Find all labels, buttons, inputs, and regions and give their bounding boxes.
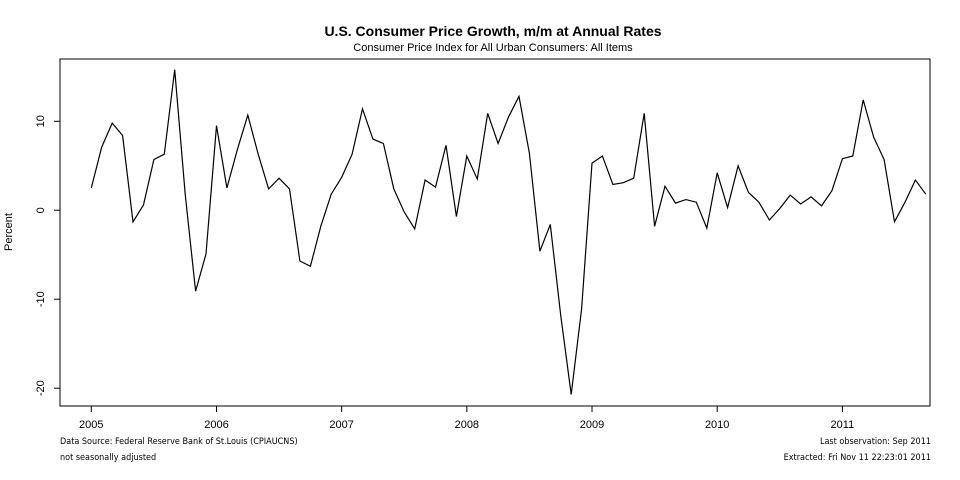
series-layer <box>90 69 927 395</box>
adjustment-note: not seasonally adjusted <box>60 453 157 463</box>
y-axis-label: Percent <box>3 213 15 251</box>
x-tick-label: 2005 <box>79 419 103 431</box>
x-axis: 2005 2006 2007 2008 2009 2010 2011 <box>79 406 854 431</box>
chart-title: U.S. Consumer Price Growth, m/m at Annua… <box>324 23 661 39</box>
x-tick-label: 2010 <box>705 419 729 431</box>
chart-subtitle: Consumer Price Index for All Urban Consu… <box>353 42 633 54</box>
extracted-note: Extracted: Fri Nov 11 22:23:01 2011 <box>783 453 931 463</box>
plot-frame <box>59 58 931 407</box>
x-tick-label: 2007 <box>329 419 353 431</box>
y-tick-label: 10 <box>35 115 47 127</box>
x-tick-label: 2009 <box>580 419 604 431</box>
data-source-note: Data Source: Federal Reserve Bank of St.… <box>60 437 298 447</box>
y-tick-label: 0 <box>35 207 47 213</box>
x-tick-label: 2006 <box>204 419 228 431</box>
y-tick-label: -20 <box>35 380 47 396</box>
y-tick-label: -10 <box>35 291 47 307</box>
x-tick-label: 2011 <box>831 419 855 431</box>
series-line <box>90 69 927 395</box>
x-tick-label: 2008 <box>455 419 479 431</box>
y-axis: -20 -10 0 10 <box>35 115 60 396</box>
last-observation-note: Last observation: Sep 2011 <box>819 437 931 447</box>
